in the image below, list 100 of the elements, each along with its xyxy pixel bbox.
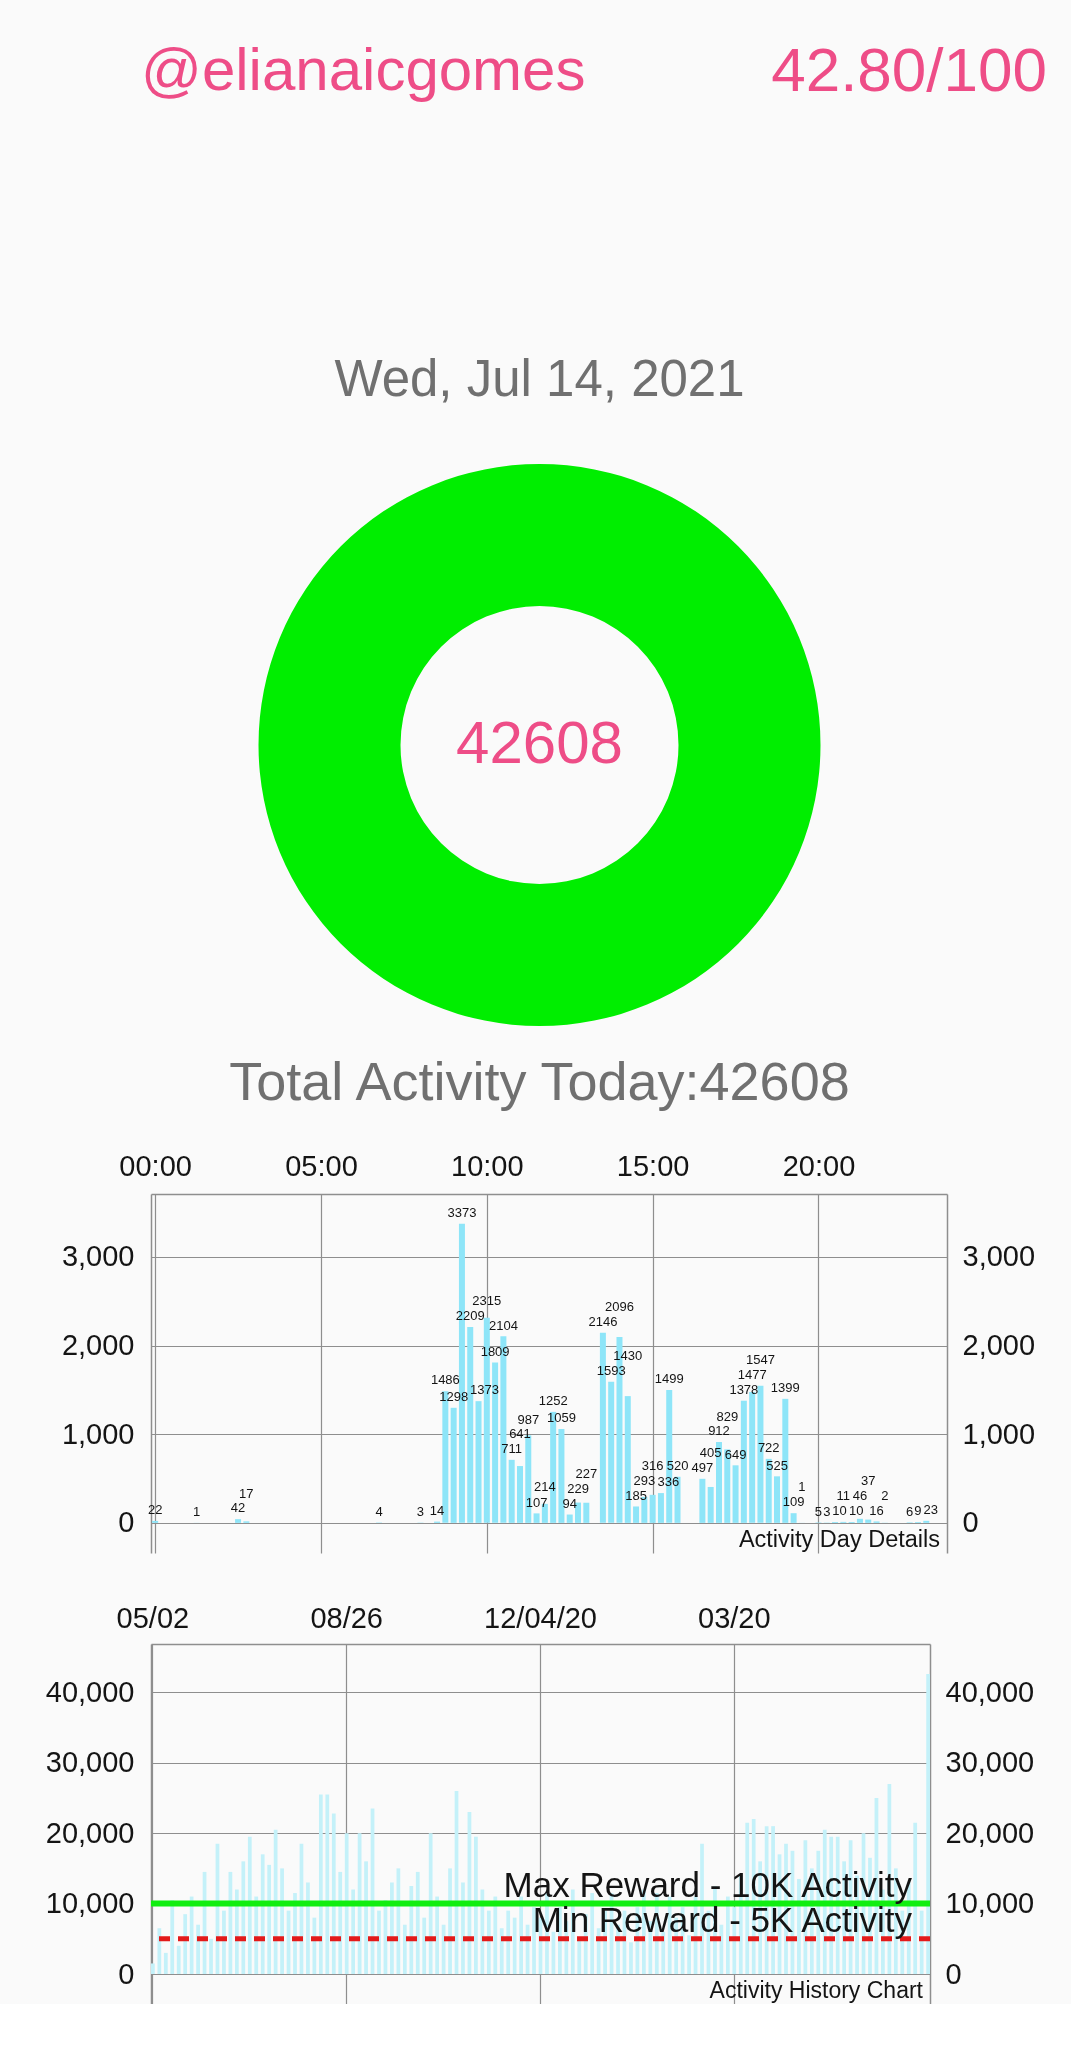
x-tick-label: 00:00 — [119, 1149, 192, 1182]
x-tick-label: 05:00 — [285, 1149, 358, 1182]
data-label: 3373 — [447, 1205, 477, 1221]
data-label: 16 — [869, 1502, 884, 1518]
bar — [661, 1931, 666, 1975]
bar — [596, 1928, 601, 1975]
data-label: 2096 — [605, 1299, 634, 1315]
bar — [923, 1520, 930, 1523]
bar — [558, 1428, 565, 1523]
bar — [566, 1514, 573, 1523]
data-label: 2315 — [472, 1292, 502, 1308]
data-label: 525 — [766, 1457, 788, 1473]
data-label: 293 — [633, 1473, 656, 1489]
bar — [377, 1910, 381, 1975]
text: 42608 — [456, 709, 623, 776]
bar — [183, 1914, 188, 1975]
text: @elianaicgomes — [141, 36, 586, 103]
data-label: 17 — [239, 1485, 254, 1501]
bar — [396, 1868, 401, 1975]
bar — [325, 1794, 330, 1975]
data-label: 23 — [923, 1502, 939, 1518]
data-label: 229 — [567, 1480, 589, 1496]
data-label: 912 — [708, 1423, 730, 1439]
data-label: 1499 — [654, 1371, 684, 1387]
data-label: 37 — [860, 1472, 876, 1488]
data-label: 829 — [716, 1408, 739, 1424]
y2-tick-label: 10,000 — [945, 1887, 1035, 1920]
bar — [189, 1896, 194, 1975]
bar — [267, 1864, 272, 1975]
y-tick-label: 2,000 — [61, 1329, 135, 1362]
data-label: 1486 — [430, 1372, 460, 1388]
data-label: 987 — [517, 1411, 540, 1427]
bar — [151, 1963, 155, 1975]
data-label: 1547 — [745, 1351, 775, 1367]
bar — [649, 1494, 656, 1523]
data-label: 1809 — [480, 1343, 510, 1359]
bar — [865, 1519, 872, 1523]
data-label: 11 — [836, 1488, 851, 1504]
data-label: 4 — [375, 1503, 383, 1519]
bar — [480, 1889, 485, 1975]
y-tick-label: 10,000 — [45, 1887, 135, 1920]
x-tick-label: 20:00 — [782, 1149, 856, 1182]
y2-tick-label: 0 — [945, 1957, 962, 1990]
data-label: 1252 — [538, 1393, 568, 1409]
data-label: 3 — [416, 1503, 425, 1519]
bar — [235, 1519, 242, 1523]
bar — [790, 1513, 797, 1523]
data-label: 1373 — [470, 1382, 499, 1398]
bar — [913, 1822, 918, 1975]
bar — [222, 1910, 226, 1975]
bar — [450, 1407, 457, 1523]
data-label: 1399 — [770, 1380, 800, 1396]
data-label: 1298 — [439, 1389, 469, 1405]
data-label: 1378 — [729, 1381, 759, 1397]
data-label: 1477 — [737, 1367, 767, 1383]
y-tick-label: 0 — [118, 1957, 135, 1990]
data-label: 6 — [906, 1503, 914, 1519]
bar — [583, 1502, 590, 1523]
bar — [448, 1868, 452, 1975]
data-label: 94 — [562, 1495, 577, 1511]
bar — [435, 1896, 440, 1975]
bar — [919, 1910, 924, 1975]
data-label: 2104 — [488, 1317, 518, 1333]
y2-tick-label: 20,000 — [945, 1816, 1035, 1849]
data-label: 722 — [757, 1440, 780, 1456]
data-label: 2209 — [455, 1308, 485, 1324]
bar — [725, 1896, 730, 1975]
bar — [732, 1465, 739, 1523]
data-label: 2 — [881, 1487, 889, 1503]
bar — [608, 1381, 615, 1523]
x-tick-label: 05/02 — [116, 1601, 190, 1634]
bar — [707, 1486, 714, 1523]
data-label: 497 — [691, 1460, 714, 1476]
bar — [422, 1917, 427, 1975]
data-label: 22 — [147, 1502, 163, 1518]
bar — [306, 1882, 310, 1975]
data-label: 107 — [525, 1494, 548, 1510]
bar — [926, 1674, 930, 1975]
data-label: 9 — [914, 1503, 922, 1519]
y-tick-label: 3,000 — [61, 1240, 135, 1273]
bar — [474, 1836, 478, 1975]
bar — [575, 1502, 582, 1523]
bar — [856, 1518, 863, 1523]
data-label: 2146 — [588, 1313, 618, 1329]
data-label: 3 — [823, 1503, 831, 1519]
y2-tick-label: 40,000 — [945, 1675, 1035, 1708]
y2-tick-label: 30,000 — [945, 1746, 1035, 1779]
bar — [516, 1466, 523, 1523]
data-label: 520 — [666, 1458, 689, 1474]
data-label: 10 — [832, 1503, 847, 1519]
bar — [157, 1928, 162, 1975]
y2-tick-label: 3,000 — [962, 1240, 1036, 1273]
chart-title: Wed, Jul 14, 2021 — [334, 350, 745, 407]
x-tick-label: 03/20 — [698, 1601, 771, 1634]
x-tick-label: 12/04/20 — [484, 1601, 597, 1634]
bar — [699, 1478, 706, 1523]
data-label: 649 — [724, 1446, 747, 1462]
bar — [577, 1938, 582, 1975]
bar — [797, 1878, 801, 1975]
data-label: 5 — [814, 1503, 823, 1519]
